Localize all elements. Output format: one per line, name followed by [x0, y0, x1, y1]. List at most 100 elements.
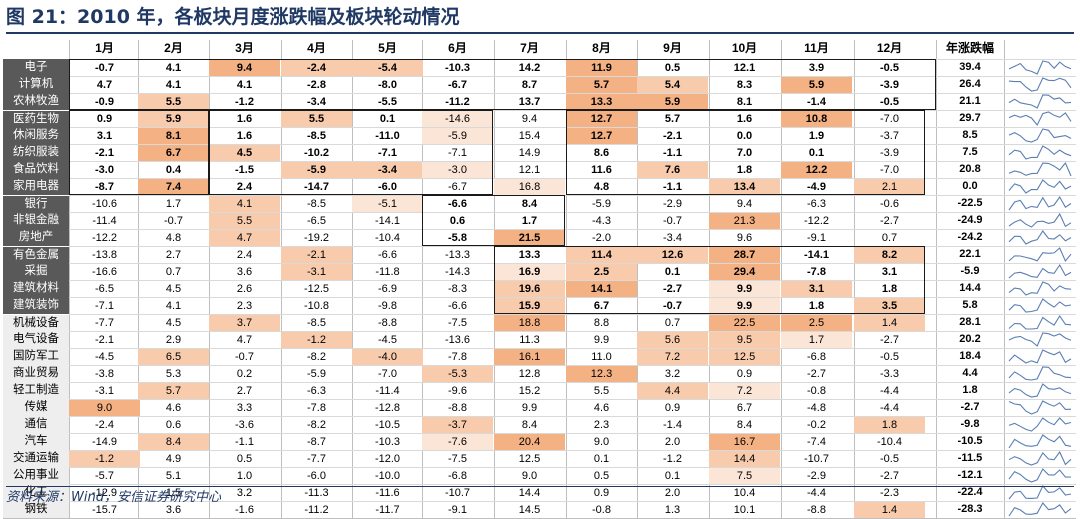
value-cell: -12.2	[91, 231, 118, 244]
month-header: 3月	[235, 41, 254, 55]
value-cell: 1.6	[236, 112, 253, 125]
sector-label: 公用事业	[3, 467, 69, 484]
value-cell: -6.0	[378, 180, 397, 193]
value-cell: -8.0	[378, 78, 397, 91]
annual-change: -12.1	[957, 469, 983, 481]
row-divider	[3, 93, 1076, 94]
value-cell: 6.7	[736, 401, 753, 414]
value-cell: -7.7	[307, 452, 326, 465]
sector-label: 电子	[3, 59, 69, 76]
sector-label: 商业贸易	[3, 365, 69, 382]
value-cell: -2.7	[663, 282, 682, 295]
value-cell: -10.5	[374, 418, 401, 431]
value-cell: -14.1	[374, 214, 401, 227]
month-header: 10月	[731, 41, 758, 55]
annual-change: -5.9	[960, 265, 980, 277]
value-cell: -7.5	[448, 316, 467, 329]
value-cell: 0.1	[664, 469, 681, 482]
value-cell: 5.5	[209, 212, 280, 229]
value-cell: -6.8	[448, 469, 467, 482]
value-cell: 5.9	[637, 93, 708, 110]
annual-change: 5.8	[962, 299, 978, 311]
value-cell: -2.1	[95, 146, 114, 159]
annual-change: -11.5	[957, 452, 983, 464]
value-cell: 4.7	[96, 78, 113, 91]
value-cell: -11.4	[92, 214, 117, 227]
value-cell: 4.1	[209, 195, 280, 212]
value-cell: -10.4	[374, 231, 401, 244]
value-cell: 0.9	[664, 401, 681, 414]
value-cell: -7.0	[880, 112, 899, 125]
value-cell: -5.9	[422, 127, 493, 144]
annual-change: 26.4	[959, 78, 981, 90]
annual-change: -10.5	[957, 435, 983, 447]
row-divider	[3, 110, 1076, 111]
value-cell: -4.3	[592, 214, 611, 227]
value-cell: 2.7	[236, 384, 253, 397]
value-cell: -7.7	[95, 316, 114, 329]
value-cell: 0.5	[236, 452, 253, 465]
value-cell: 1.8	[881, 282, 898, 295]
sparkline-path	[1008, 281, 1072, 296]
sector-label: 休闲服务	[3, 127, 69, 144]
value-cell: -7.4	[807, 435, 826, 448]
value-cell: 1.8	[854, 416, 925, 433]
value-cell: 1.6	[736, 112, 753, 125]
annual-change: 21.1	[959, 95, 981, 107]
value-cell: 7.2	[637, 348, 708, 365]
value-cell: -10.3	[374, 435, 401, 448]
sparkline	[1008, 332, 1072, 347]
value-cell: -6.0	[307, 469, 326, 482]
row-divider	[3, 501, 1076, 502]
value-cell: 3.6	[236, 265, 253, 278]
value-cell: 4.6	[165, 401, 182, 414]
row-divider	[3, 450, 1076, 451]
value-cell: -7.8	[807, 265, 826, 278]
value-cell: 15.2	[518, 384, 541, 397]
value-cell: 4.1	[165, 299, 182, 312]
value-cell: -0.6	[880, 197, 899, 210]
value-cell: -7.1	[95, 299, 114, 312]
value-cell: -16.6	[91, 265, 118, 278]
value-cell: -1.4	[807, 95, 826, 108]
annual-change: -9.8	[960, 418, 980, 430]
value-cell: 0.9	[736, 367, 753, 380]
sparkline	[1008, 383, 1072, 398]
value-cell: 3.3	[236, 401, 253, 414]
value-cell: -0.7	[95, 61, 114, 74]
value-cell: 6.7	[593, 299, 610, 312]
figure-title: 图 21：2010 年，各板块月度涨跌幅及板块轮动情况	[6, 2, 1074, 34]
sparkline	[1008, 314, 1072, 330]
value-cell: 21.3	[709, 212, 780, 229]
value-cell: -4.4	[807, 486, 826, 499]
month-header: 9月	[663, 41, 682, 55]
value-cell: 11.6	[591, 163, 612, 176]
annual-change: -24.2	[957, 231, 983, 243]
sparkline-path	[1008, 263, 1072, 279]
value-cell: -12.0	[374, 452, 401, 465]
value-cell: -1.1	[663, 180, 682, 193]
value-cell: 1.7	[165, 197, 182, 210]
sparkline-path	[1008, 94, 1072, 109]
annual-change: 0.0	[962, 180, 978, 192]
value-cell: -7.6	[422, 433, 493, 450]
value-cell: -2.1	[663, 129, 682, 142]
value-cell: -2.7	[880, 469, 899, 482]
sparkline	[1008, 417, 1072, 432]
value-cell: -4.5	[378, 333, 397, 346]
sector-label: 房地产	[3, 229, 69, 246]
value-cell: 21.5	[494, 229, 565, 246]
value-cell: 15.4	[518, 129, 541, 142]
value-cell: 0.0	[736, 129, 753, 142]
value-cell: -0.2	[807, 418, 826, 431]
sparkline	[1008, 450, 1072, 466]
value-cell: 29.4	[709, 263, 780, 280]
month-header: 4月	[307, 41, 326, 55]
value-cell: 4.6	[593, 401, 610, 414]
value-cell: 12.1	[733, 61, 756, 74]
column-divider	[637, 40, 638, 518]
annual-change: 20.8	[959, 163, 981, 175]
value-cell: 15.9	[494, 297, 565, 314]
value-cell: -10.4	[876, 435, 903, 448]
